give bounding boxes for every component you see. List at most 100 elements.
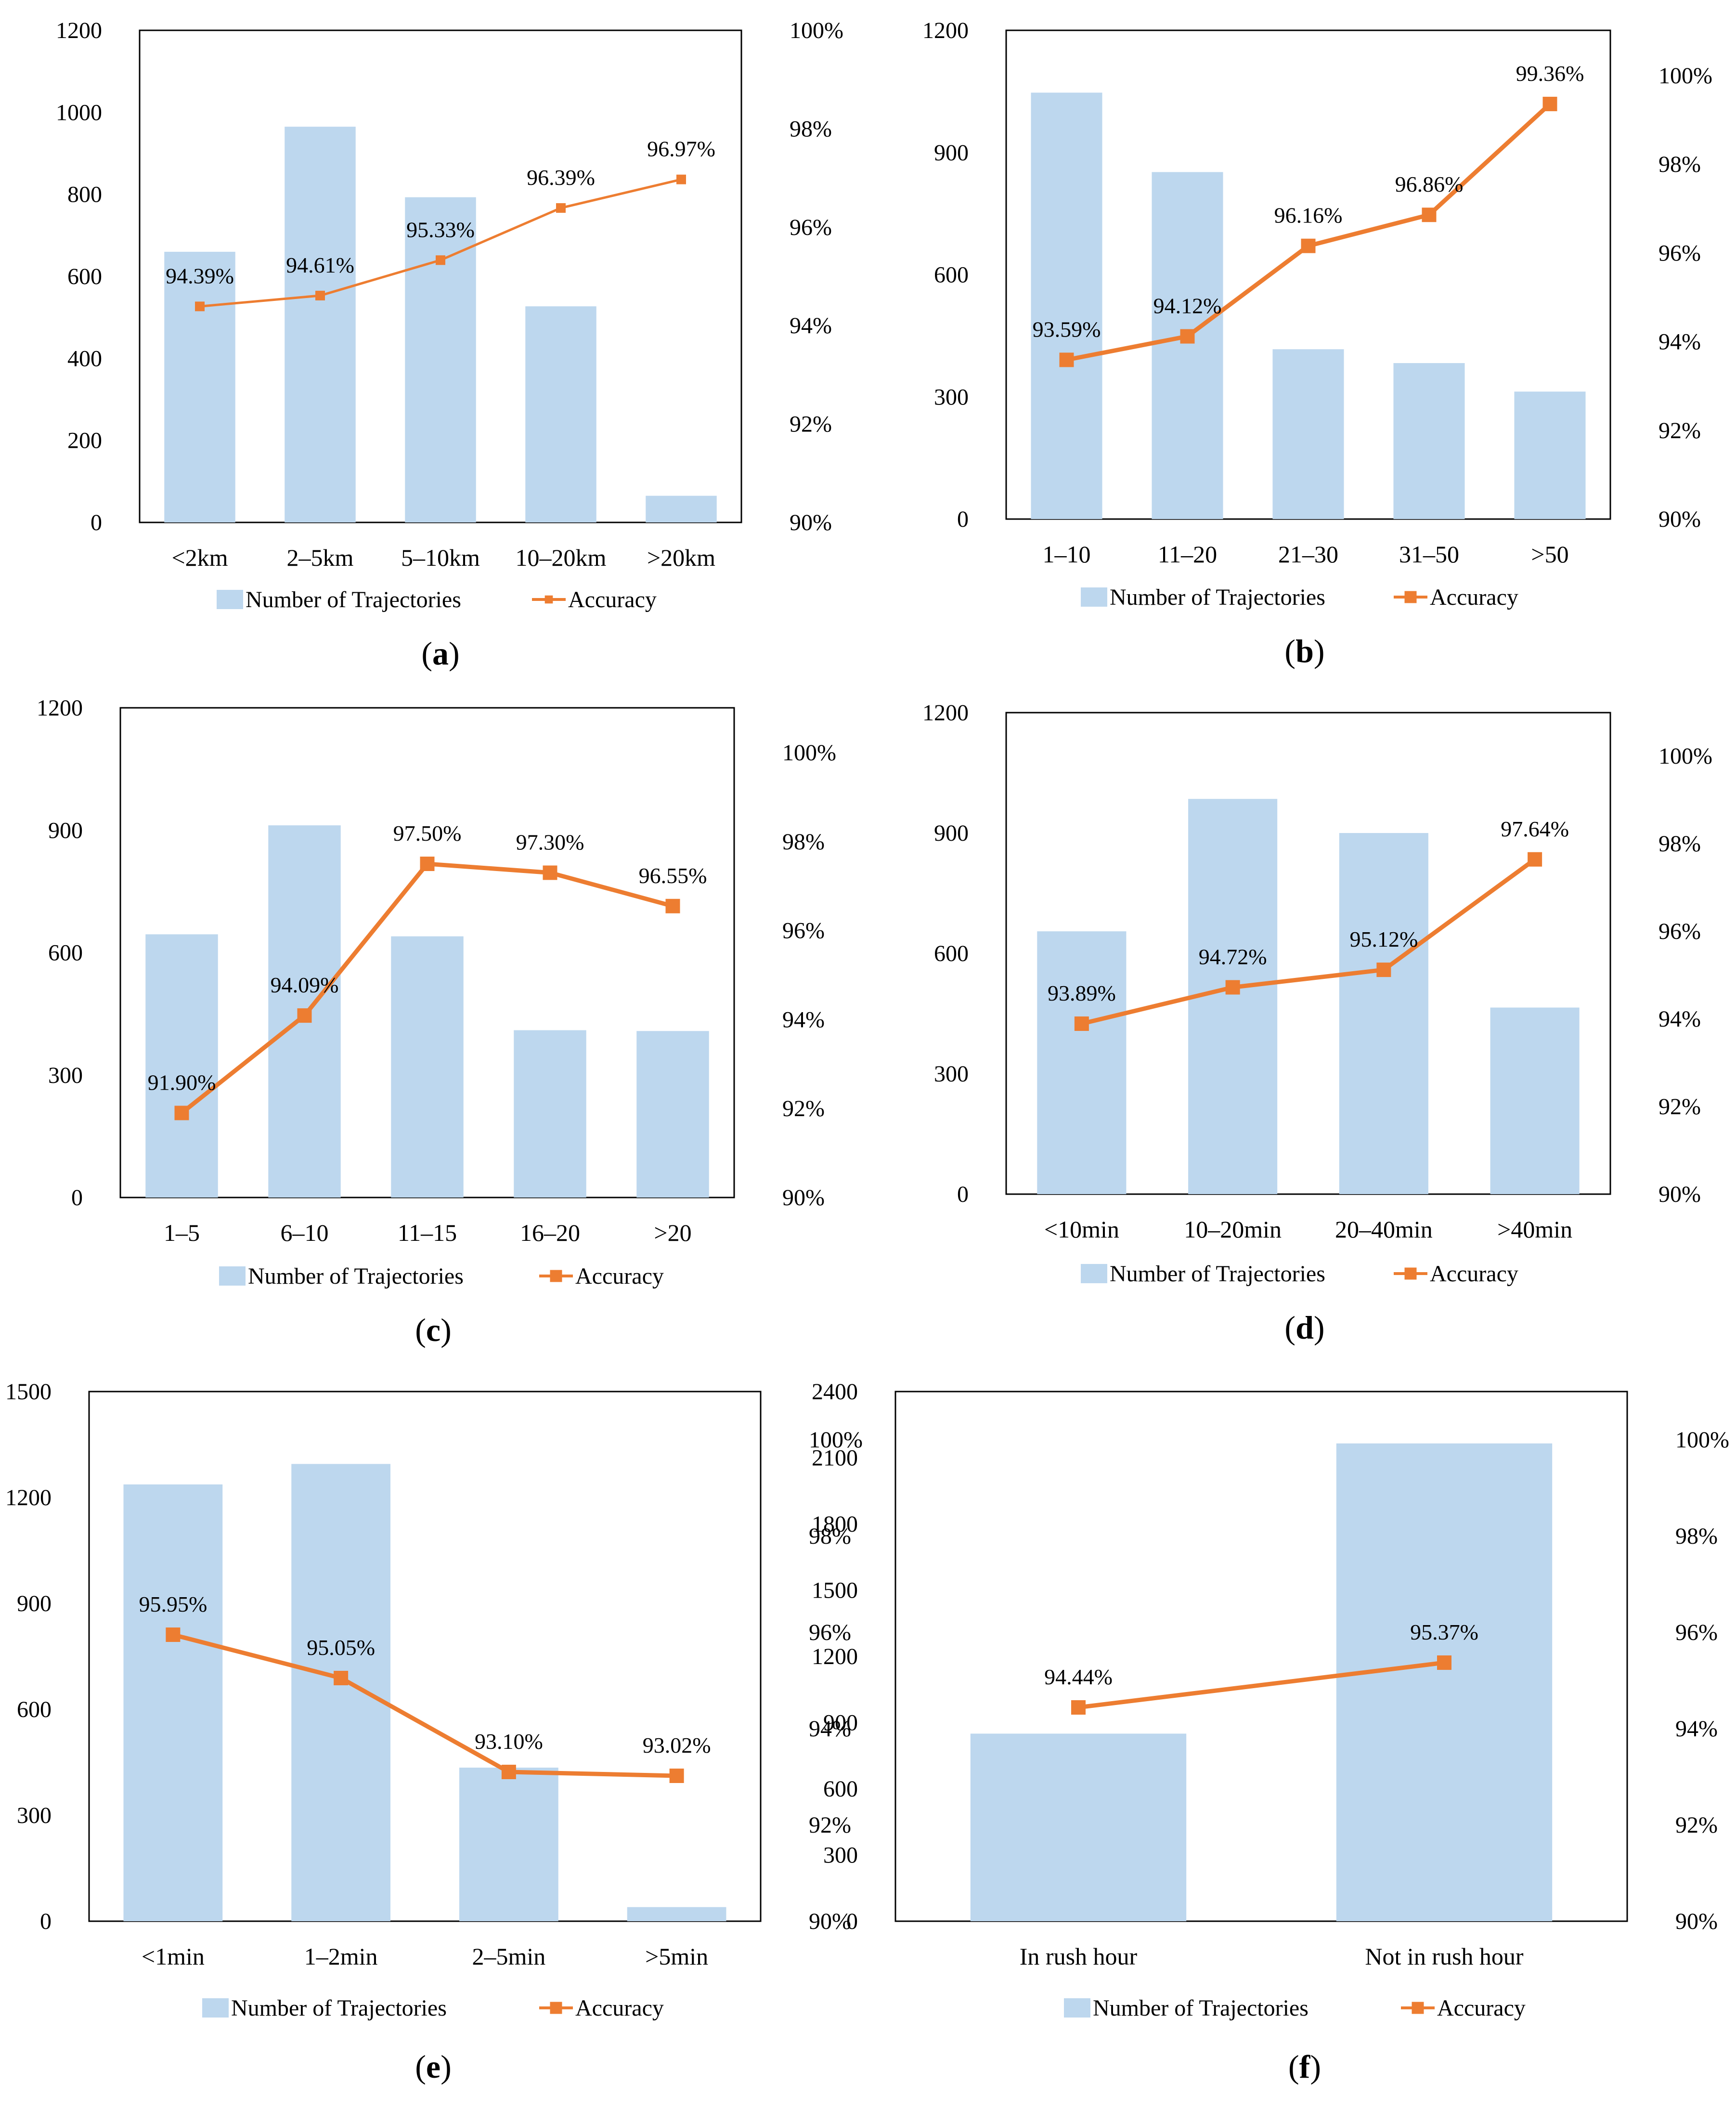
right-tick-f-1: 92% (1675, 1812, 1718, 1838)
legend-bar-swatch-b (1081, 587, 1107, 607)
left-tick-f-4: 1200 (812, 1644, 858, 1669)
legend-bar-label-c: Number of Trajectories (248, 1263, 464, 1289)
right-tick-d-1: 92% (1658, 1094, 1701, 1120)
right-tick-c-5: 100% (782, 740, 836, 766)
accuracy-point-c-3 (543, 865, 557, 880)
left-tick-b-2: 600 (934, 262, 969, 288)
right-tick-a-4: 98% (790, 116, 832, 142)
category-label-b-3: 31–50 (1399, 541, 1459, 568)
left-tick-f-6: 1800 (812, 1511, 858, 1537)
legend-bar-label-f: Number of Trajectories (1093, 1995, 1308, 2021)
accuracy-label-b-4: 99.36% (1516, 61, 1584, 86)
right-tick-a-1: 92% (790, 412, 832, 437)
right-tick-a-3: 96% (790, 215, 832, 240)
accuracy-point-c-4 (665, 898, 680, 913)
right-tick-f-5: 100% (1675, 1427, 1729, 1453)
left-tick-a-3: 600 (67, 264, 102, 289)
left-tick-e-3: 900 (17, 1591, 52, 1616)
accuracy-point-e-0 (166, 1627, 181, 1642)
accuracy-point-f-1 (1437, 1655, 1451, 1670)
right-tick-e-4: 98% (809, 1523, 851, 1549)
left-tick-a-6: 1200 (56, 18, 102, 43)
accuracy-line-e (172, 1632, 677, 1778)
bar-a-2 (405, 197, 476, 523)
panel-caption-c: (c) (415, 1312, 452, 1348)
right-tick-e-3: 96% (809, 1620, 851, 1645)
accuracy-point-a-1 (315, 290, 325, 300)
category-label-d-1: 10–20min (1184, 1216, 1282, 1243)
category-label-c-3: 16–20 (520, 1219, 580, 1246)
left-tick-f-1: 300 (823, 1843, 858, 1868)
category-label-d-2: 20–40min (1335, 1216, 1433, 1243)
accuracy-point-d-0 (1074, 1016, 1089, 1031)
right-tick-f-2: 94% (1675, 1716, 1718, 1742)
left-tick-f-0: 0 (846, 1909, 858, 1934)
bar-e-3 (627, 1907, 726, 1921)
right-tick-a-5: 100% (790, 18, 843, 43)
legend-line-label-b: Accuracy (1430, 585, 1518, 610)
right-tick-a-0: 90% (790, 510, 832, 535)
legend-line-label-d: Accuracy (1430, 1261, 1518, 1287)
right-tick-f-4: 98% (1675, 1523, 1718, 1549)
left-tick-d-3: 900 (934, 820, 969, 846)
bar-d-0 (1037, 931, 1127, 1194)
left-tick-e-5: 1500 (5, 1379, 52, 1405)
right-tick-b-0: 90% (1658, 507, 1701, 532)
accuracy-label-c-0: 91.90% (148, 1070, 216, 1094)
right-tick-c-0: 90% (782, 1185, 825, 1211)
accuracy-label-e-3: 93.02% (643, 1733, 711, 1758)
left-tick-e-4: 1200 (5, 1485, 52, 1510)
right-tick-c-1: 92% (782, 1096, 825, 1121)
accuracy-point-a-2 (436, 255, 445, 265)
right-tick-c-3: 96% (782, 918, 825, 944)
right-tick-d-4: 98% (1658, 831, 1701, 857)
bar-d-3 (1490, 1007, 1580, 1194)
accuracy-point-d-2 (1376, 963, 1391, 977)
bar-b-0 (1031, 92, 1102, 520)
bar-b-4 (1514, 391, 1586, 519)
bar-b-1 (1152, 172, 1223, 520)
panel-caption-f: (f) (1288, 2048, 1321, 2085)
bar-d-2 (1339, 833, 1428, 1194)
legend-line-marker-a (544, 595, 553, 604)
legend-line-marker-b (1404, 591, 1417, 603)
left-tick-b-4: 1200 (922, 18, 969, 43)
category-label-e-1: 1–2min (304, 1943, 378, 1970)
right-tick-f-3: 96% (1675, 1620, 1718, 1645)
accuracy-label-c-3: 97.30% (516, 830, 584, 854)
right-tick-a-2: 94% (790, 313, 832, 338)
category-label-c-4: >20 (654, 1219, 691, 1246)
accuracy-line-f (1078, 1660, 1445, 1710)
left-tick-d-4: 1200 (922, 700, 969, 726)
category-label-d-0: <10min (1044, 1216, 1119, 1243)
right-tick-b-3: 96% (1658, 240, 1701, 266)
accuracy-label-d-0: 93.89% (1048, 981, 1116, 1005)
legend-bar-swatch-e (202, 1998, 229, 2018)
accuracy-label-c-4: 96.55% (639, 863, 707, 888)
right-tick-b-4: 98% (1658, 152, 1701, 177)
legend-line-label-e: Accuracy (575, 1995, 664, 2021)
left-tick-e-2: 600 (17, 1697, 52, 1722)
accuracy-label-c-2: 97.50% (393, 821, 462, 846)
left-tick-e-0: 0 (40, 1909, 52, 1934)
legend-bar-label-a: Number of Trajectories (246, 587, 461, 612)
accuracy-label-e-2: 93.10% (475, 1729, 543, 1754)
right-tick-e-2: 94% (809, 1716, 851, 1742)
accuracy-point-b-4 (1542, 96, 1557, 111)
right-tick-d-0: 90% (1658, 1182, 1701, 1207)
right-tick-b-1: 92% (1658, 418, 1701, 443)
accuracy-point-b-1 (1180, 329, 1195, 344)
right-tick-d-2: 94% (1658, 1006, 1701, 1032)
panel-caption-e: (e) (415, 2048, 452, 2085)
panel-caption-d: (d) (1284, 1309, 1324, 1346)
right-tick-e-0: 90% (809, 1909, 851, 1934)
accuracy-label-f-1: 95.37% (1410, 1620, 1478, 1644)
left-tick-b-3: 900 (934, 140, 969, 166)
accuracy-point-d-3 (1528, 852, 1542, 867)
right-tick-e-5: 100% (809, 1427, 863, 1453)
category-label-e-2: 2–5min (472, 1943, 545, 1970)
legend-bar-label-d: Number of Trajectories (1110, 1261, 1325, 1287)
left-tick-c-2: 600 (48, 940, 83, 966)
